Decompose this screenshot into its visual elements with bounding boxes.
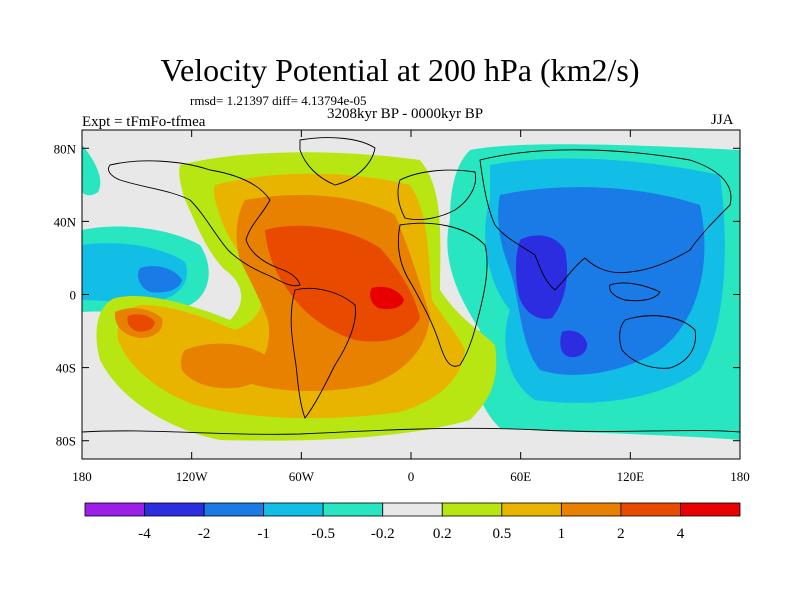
coastlines	[82, 137, 740, 435]
x-axis-ticks: 180 120W 60W 0 60E 120E 180	[72, 130, 750, 484]
season-label: JJA	[711, 112, 734, 128]
x-tick-label: 180	[730, 469, 750, 484]
coast-maritime-continent	[609, 282, 661, 302]
x-tick-label: 120E	[617, 469, 645, 484]
colorbar: -4 -2 -1 -0.5 -0.2 0.2 0.5 1 2 4	[84, 502, 741, 542]
contour-pos-2	[265, 225, 420, 342]
colorbar-swatch	[680, 502, 741, 517]
plot-title: Velocity Potential at 200 hPa (km2/s)	[160, 52, 640, 88]
colorbar-label: 0.5	[492, 526, 511, 542]
x-tick-label: 0	[408, 469, 415, 484]
contour-pos-4	[370, 286, 404, 310]
contour-neg-1-pacific	[138, 266, 182, 293]
colorbar-label: 0.2	[433, 526, 452, 542]
colorbar-label: 4	[677, 526, 685, 542]
coast-south-america	[290, 287, 356, 419]
x-tick-label: 60W	[289, 469, 315, 484]
x-tick-label: 60E	[510, 469, 531, 484]
x-tick-label: 120W	[176, 469, 209, 484]
coast-north-america	[108, 160, 301, 287]
colorbar-label: 2	[617, 526, 625, 542]
coast-australia	[619, 315, 696, 369]
experiment-label: Expt = tFmFo-tfmea	[82, 114, 206, 130]
colorbar-label: -2	[198, 526, 211, 542]
contour-neg-2	[515, 235, 568, 319]
colorbar-label: -4	[138, 526, 151, 542]
contour-neg-arctic	[82, 145, 101, 196]
colorbar-label: -1	[257, 526, 270, 542]
coast-asia	[479, 149, 732, 291]
coast-antarctica	[82, 427, 740, 435]
x-tick-label: 180	[72, 469, 92, 484]
colorbar-swatch	[144, 502, 205, 517]
y-tick-label: 0	[70, 288, 77, 303]
y-tick-label: 40N	[54, 214, 77, 229]
colorbar-label: -0.5	[311, 526, 335, 542]
rmsd-diff-stats: rmsd= 1.21397 diff= 4.13794e-05	[190, 93, 367, 108]
colorbar-swatch	[501, 502, 562, 517]
coast-africa	[397, 222, 488, 367]
contour-field	[82, 130, 740, 459]
y-axis-ticks: 80N 40N 0 40S 80S	[54, 141, 740, 449]
colorbar-swatch	[382, 502, 443, 517]
colorbar-swatch	[620, 502, 681, 517]
colorbar-label: -0.2	[371, 526, 395, 542]
coast-greenland	[299, 137, 376, 186]
colorbar-swatch	[84, 502, 145, 517]
colorbar-swatch	[560, 502, 622, 517]
contour-neg-1	[498, 187, 705, 375]
colorbar-swatch	[263, 502, 324, 517]
colorbar-swatch	[322, 502, 384, 517]
coast-europe	[397, 169, 477, 221]
y-tick-label: 40S	[56, 361, 76, 376]
contour-pos-1-south-pacific	[181, 343, 267, 389]
colorbar-swatch	[203, 502, 265, 517]
contour-neg-2b	[560, 330, 588, 358]
y-tick-label: 80S	[56, 434, 76, 449]
time-period-label: 3208kyr BP - 0000kyr BP	[326, 106, 484, 122]
colorbar-swatch	[441, 502, 503, 517]
contour-pos-2-west	[127, 314, 155, 332]
y-tick-label: 80N	[54, 141, 77, 156]
colorbar-label: 1	[558, 526, 566, 542]
